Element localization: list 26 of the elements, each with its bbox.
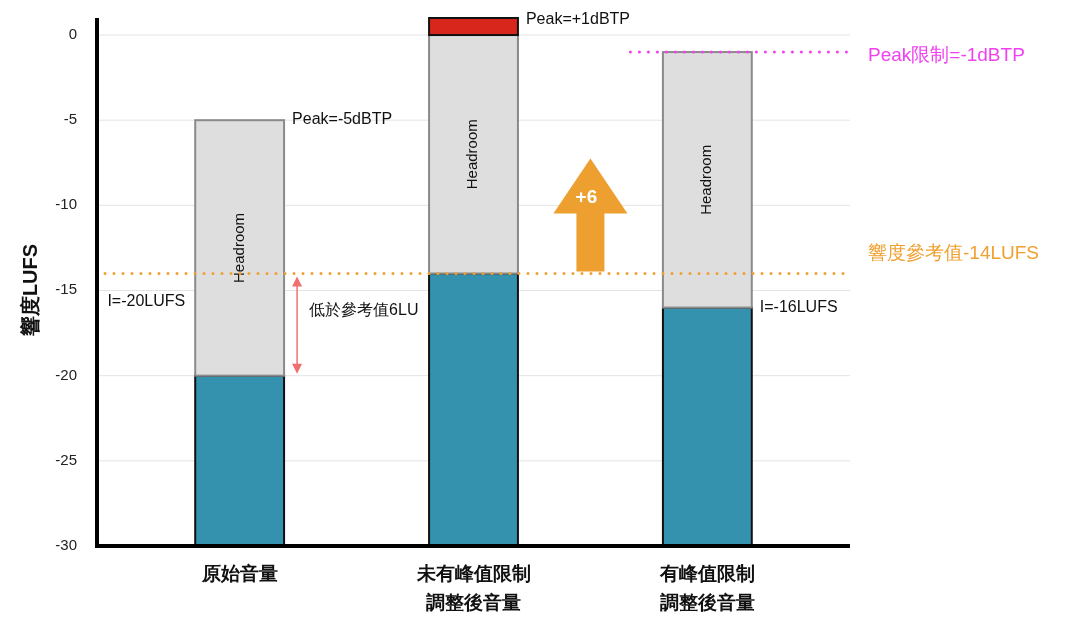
x-tick-label: 原始音量 [200, 563, 278, 584]
y-tick-label: -5 [63, 110, 77, 128]
annotation: Peak=+1dBTP [525, 10, 631, 28]
y-tick-label: -30 [55, 535, 77, 553]
annotation: 低於參考值6LU [309, 301, 419, 319]
x-tick-label: 有峰值限制調整後音量 [658, 563, 755, 613]
y-tick-label: 0 [68, 25, 77, 42]
x-tick-label: 未有峰值限制調整後音量 [415, 563, 531, 613]
bar [661, 306, 753, 547]
y-tick-label: -15 [55, 280, 77, 298]
ref-line-label: Peak限制=-1dBTP [868, 44, 1025, 66]
y-tick-label: -10 [55, 195, 77, 213]
y-axis-title: 響度LUFS [19, 243, 42, 337]
annotation: +6 [575, 186, 598, 208]
ref-line-label: 響度參考值-14LUFS [868, 242, 1040, 264]
bar [194, 374, 286, 547]
text: Headroom [697, 144, 715, 215]
y-tick-label: -20 [55, 365, 77, 383]
text: Headroom [463, 119, 481, 190]
annotation: Peak=-5dBTP [292, 110, 393, 128]
bar [428, 17, 519, 37]
annotation: I=-16LUFS [759, 297, 838, 315]
y-tick-label: -25 [55, 450, 77, 468]
annotation: I=-20LUFS [107, 292, 186, 310]
series-label: Headroom [229, 212, 247, 283]
bar [428, 272, 519, 547]
